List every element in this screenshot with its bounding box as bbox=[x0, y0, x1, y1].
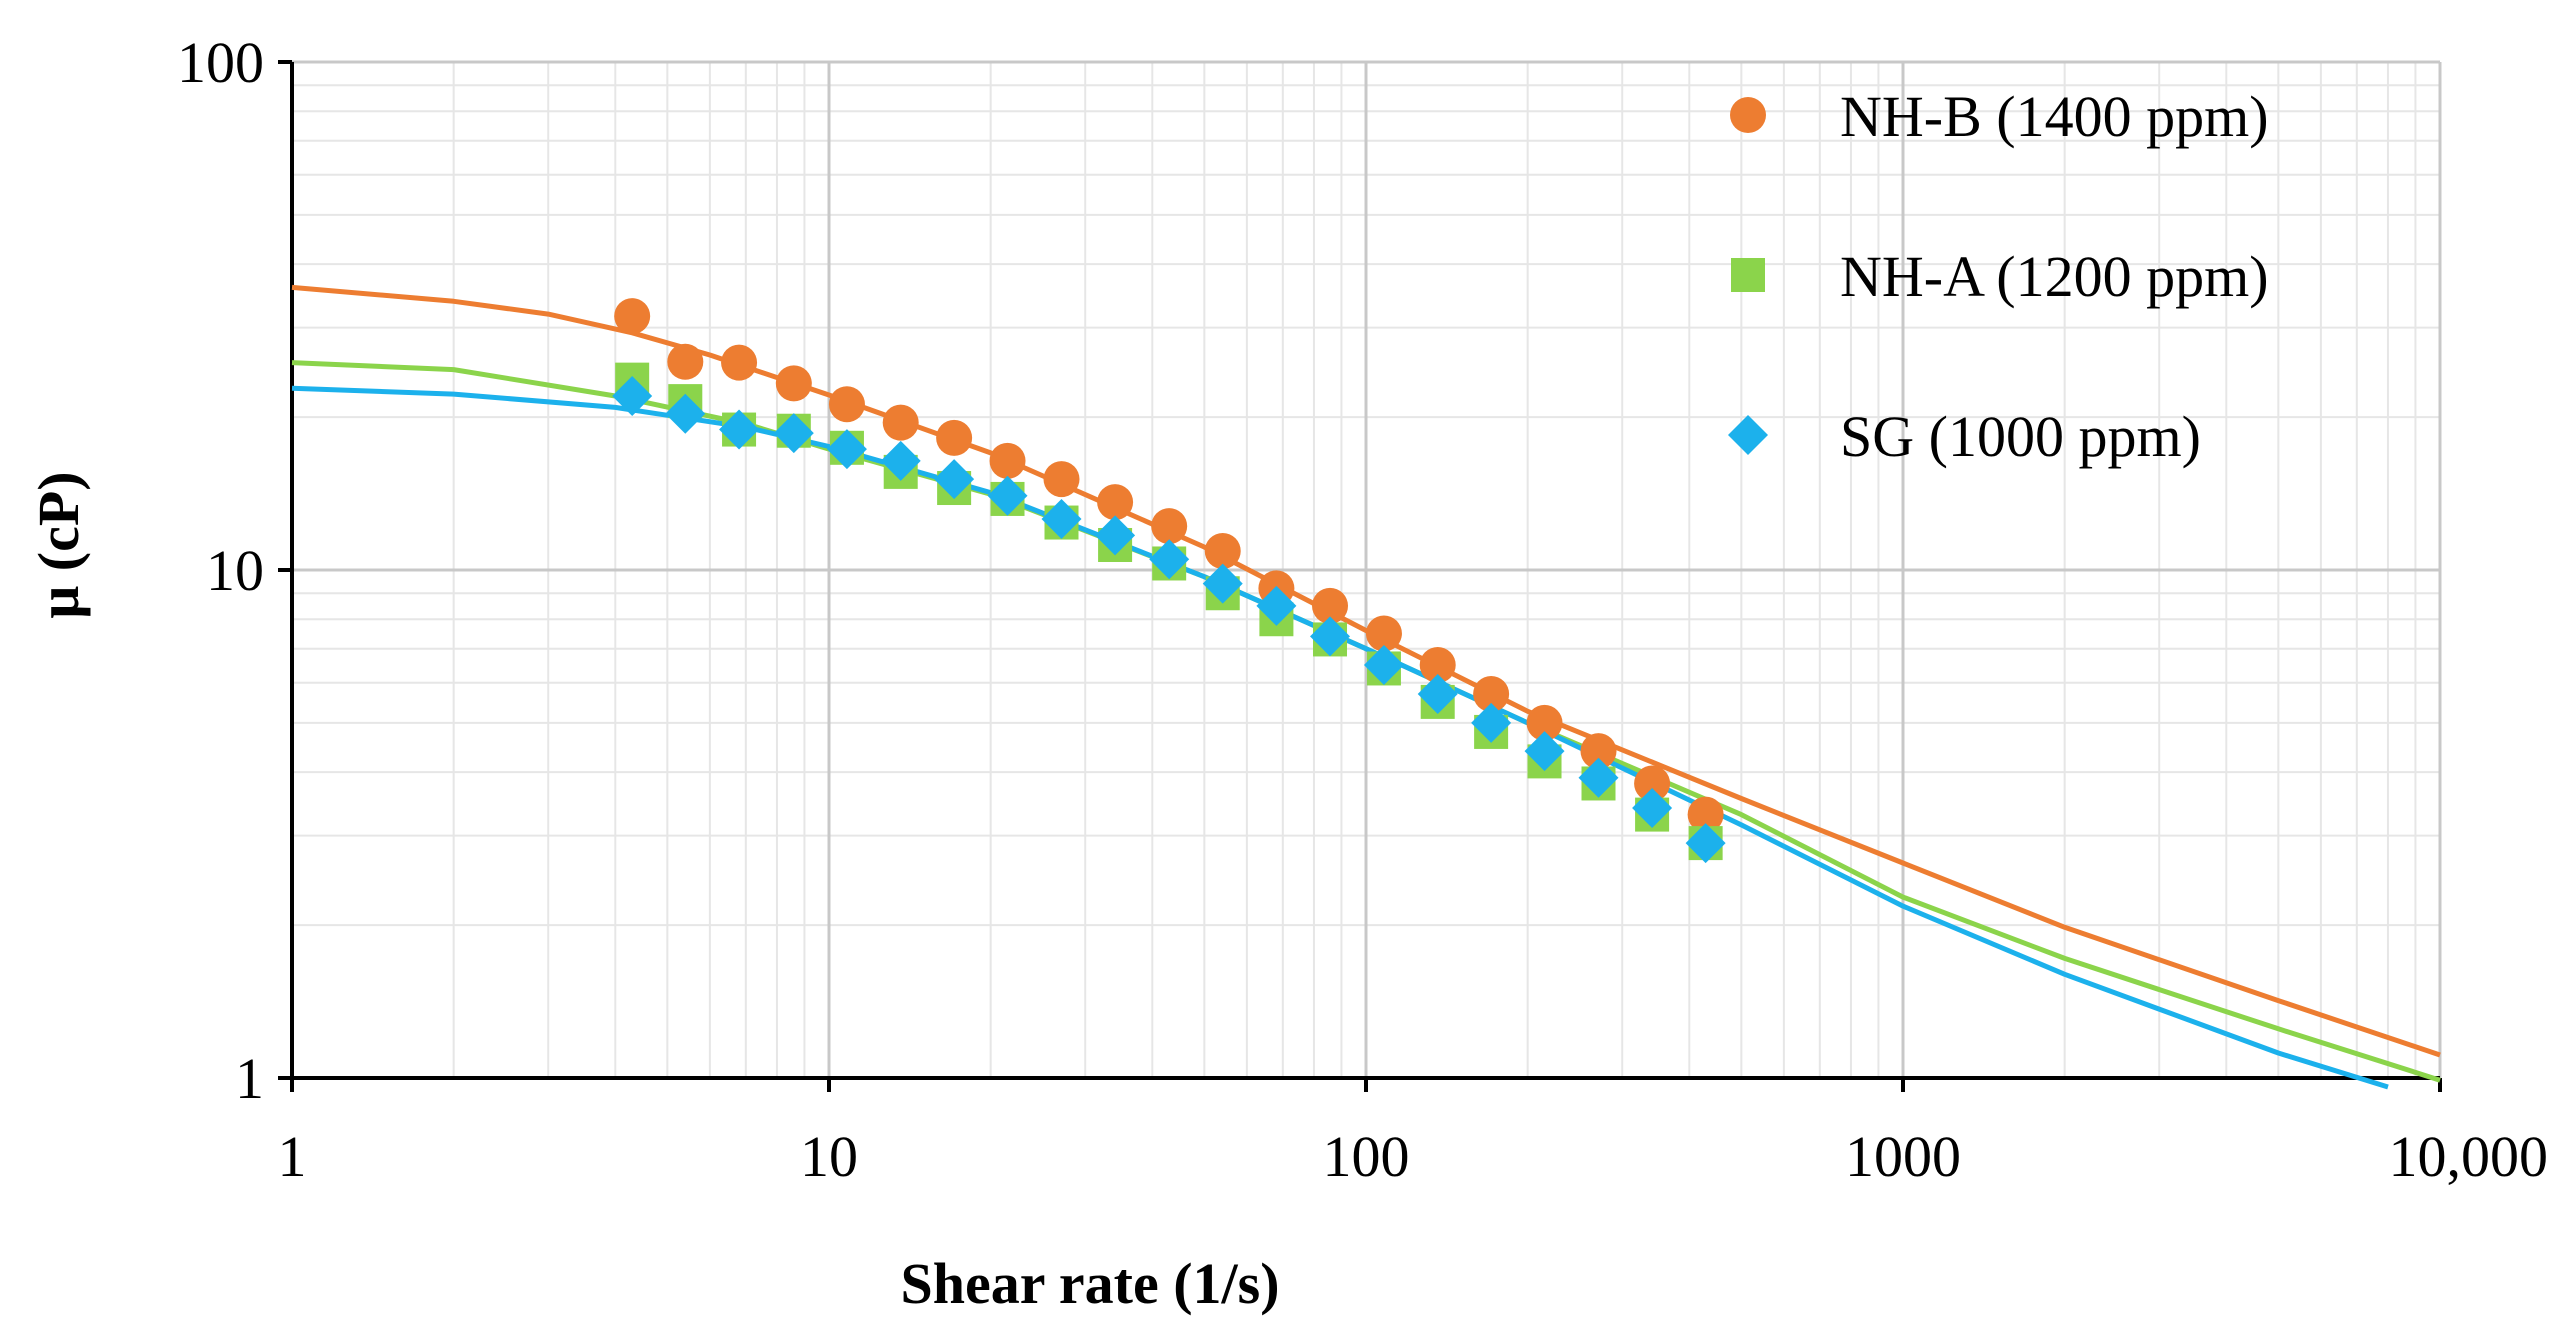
data-point bbox=[1095, 515, 1136, 556]
tick-labels: 1 10 100 1000 10,000 1 10 100 bbox=[177, 30, 2548, 1189]
data-point bbox=[665, 393, 706, 434]
data-point bbox=[719, 409, 760, 450]
data-point bbox=[1471, 702, 1512, 743]
data-point bbox=[1685, 823, 1726, 864]
data-point bbox=[1473, 676, 1510, 713]
data-point bbox=[1310, 616, 1351, 657]
x-tick-label: 10,000 bbox=[2389, 1124, 2549, 1189]
series-points-0 bbox=[614, 298, 1724, 833]
data-point bbox=[934, 459, 975, 500]
x-axis-title: Shear rate (1/s) bbox=[900, 1251, 1279, 1316]
data-point bbox=[614, 298, 651, 335]
data-point bbox=[1365, 615, 1402, 652]
data-point bbox=[1524, 731, 1565, 772]
axes bbox=[278, 60, 2442, 1092]
legend-label: NH-B (1400 ppm) bbox=[1840, 84, 2269, 149]
y-axis-title: μ (cP) bbox=[26, 471, 91, 618]
legend-marker bbox=[1730, 97, 1766, 133]
data-point bbox=[667, 343, 704, 380]
data-point bbox=[880, 440, 921, 481]
data-point bbox=[989, 442, 1026, 479]
data-point bbox=[1041, 499, 1082, 540]
data-point bbox=[828, 386, 865, 423]
data-point bbox=[1632, 788, 1673, 829]
x-tick-label: 1000 bbox=[1845, 1124, 1961, 1189]
data-point bbox=[1312, 587, 1349, 624]
data-point bbox=[1580, 733, 1617, 770]
data-point bbox=[1687, 796, 1724, 833]
data-point bbox=[1417, 674, 1458, 715]
data-point bbox=[1419, 647, 1456, 684]
data-point bbox=[882, 404, 919, 441]
data-point bbox=[1204, 532, 1241, 569]
data-point bbox=[773, 413, 814, 454]
data-point bbox=[1363, 645, 1404, 686]
legend-label: NH-A (1200 ppm) bbox=[1840, 244, 2269, 309]
y-tick-label: 10 bbox=[206, 538, 264, 603]
y-tick-label: 1 bbox=[235, 1046, 264, 1111]
data-point bbox=[1634, 765, 1671, 802]
series-fit-line-0 bbox=[291, 284, 2441, 1058]
data-point bbox=[1202, 563, 1243, 604]
data-point bbox=[987, 475, 1028, 516]
data-point bbox=[1526, 704, 1563, 741]
data-point bbox=[1578, 757, 1619, 798]
x-tick-label: 10 bbox=[800, 1124, 858, 1189]
legend-marker bbox=[1731, 258, 1765, 292]
data-point bbox=[936, 419, 973, 456]
data-point bbox=[1097, 484, 1134, 521]
data-point bbox=[1149, 539, 1190, 580]
data-point bbox=[1151, 508, 1188, 545]
data-point bbox=[1043, 461, 1080, 498]
series-points-2 bbox=[612, 376, 1726, 864]
data-point bbox=[826, 429, 867, 470]
data-point bbox=[775, 365, 812, 402]
data-point bbox=[721, 344, 758, 381]
data-point bbox=[612, 376, 653, 417]
x-tick-label: 100 bbox=[1323, 1124, 1410, 1189]
data-point bbox=[1256, 585, 1297, 626]
y-tick-label: 100 bbox=[177, 30, 264, 95]
series-layer bbox=[291, 284, 2441, 1090]
legend-marker bbox=[1728, 415, 1768, 455]
legend: NH-B (1400 ppm) NH-A (1200 ppm) SG (1000 p… bbox=[1728, 84, 2269, 469]
x-tick-label: 1 bbox=[278, 1124, 307, 1189]
legend-label: SG (1000 ppm) bbox=[1840, 404, 2201, 469]
